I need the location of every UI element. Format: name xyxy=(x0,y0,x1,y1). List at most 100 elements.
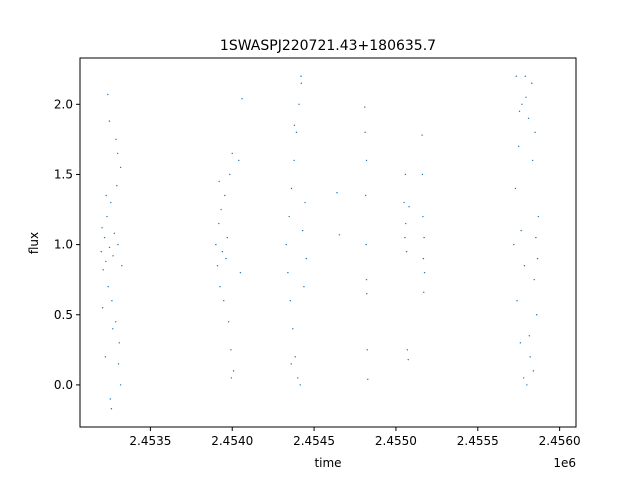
plot-frame xyxy=(79,57,577,428)
data-point xyxy=(366,349,368,351)
data-point xyxy=(405,222,407,225)
data-point xyxy=(520,229,522,232)
data-point xyxy=(110,408,113,410)
data-point xyxy=(305,257,307,260)
data-point xyxy=(216,264,219,267)
data-point xyxy=(338,234,341,236)
y-tick-label: 0.5 xyxy=(54,308,73,322)
data-point xyxy=(230,349,232,351)
data-point xyxy=(537,215,540,218)
data-point xyxy=(215,243,217,246)
data-point xyxy=(533,278,535,281)
data-point xyxy=(532,370,535,372)
data-point xyxy=(108,120,111,122)
data-point xyxy=(536,314,538,316)
data-point xyxy=(290,187,293,190)
x-tick-label: 2.4555 xyxy=(457,434,499,448)
data-point xyxy=(117,363,120,365)
data-point xyxy=(101,307,104,309)
data-point xyxy=(220,208,222,211)
y-axis-label: flux xyxy=(27,232,41,254)
data-point xyxy=(101,227,103,229)
data-point xyxy=(526,384,528,386)
x-axis-offset-label: 1e6 xyxy=(553,456,576,470)
data-point xyxy=(106,215,108,218)
data-point xyxy=(294,356,296,358)
data-point xyxy=(231,152,233,155)
data-point xyxy=(423,291,425,294)
data-point xyxy=(114,321,117,323)
data-point xyxy=(223,300,225,302)
data-point xyxy=(107,93,109,96)
data-point xyxy=(105,260,107,263)
data-point xyxy=(221,250,224,253)
data-point xyxy=(110,201,112,204)
data-point xyxy=(289,300,292,302)
data-point xyxy=(225,257,227,260)
data-point xyxy=(102,269,104,271)
data-point xyxy=(219,285,221,288)
data-point xyxy=(407,358,409,361)
data-point xyxy=(515,75,517,77)
data-point xyxy=(519,342,522,344)
data-point xyxy=(292,328,294,330)
x-tick-label: 2.4550 xyxy=(375,434,417,448)
data-point xyxy=(521,103,523,106)
data-point xyxy=(405,250,408,253)
data-point xyxy=(238,159,240,162)
data-point xyxy=(298,103,300,106)
data-point xyxy=(365,243,367,246)
data-point xyxy=(523,264,526,267)
data-point xyxy=(117,243,119,246)
data-point xyxy=(421,173,424,176)
data-point xyxy=(529,356,531,358)
data-point xyxy=(364,131,366,134)
data-point xyxy=(224,194,226,197)
data-point xyxy=(336,191,338,194)
data-point xyxy=(111,300,113,302)
data-point xyxy=(364,106,366,108)
data-point xyxy=(301,229,304,232)
x-axis: 2.4535 2.4540 2.4545 2.4550 2.4555 2.4560 xyxy=(129,427,581,448)
data-point xyxy=(365,278,368,281)
data-point xyxy=(516,300,518,302)
data-point xyxy=(287,271,289,274)
data-point xyxy=(290,363,292,365)
data-point xyxy=(241,97,243,100)
data-point xyxy=(527,117,530,120)
data-point xyxy=(285,243,287,246)
data-point xyxy=(300,75,302,77)
data-point xyxy=(364,194,367,197)
data-point xyxy=(535,236,537,239)
data-point xyxy=(112,328,114,330)
data-point xyxy=(300,82,303,84)
data-point xyxy=(104,356,107,358)
data-point xyxy=(118,342,120,344)
data-point xyxy=(303,285,305,288)
data-point xyxy=(522,377,525,379)
x-tick-label: 2.4560 xyxy=(539,434,581,448)
data-point xyxy=(103,236,106,239)
data-point xyxy=(112,255,114,257)
data-point xyxy=(423,271,426,274)
data-point xyxy=(109,398,111,400)
data-point xyxy=(218,180,220,183)
y-tick-label: 2.0 xyxy=(54,97,73,111)
data-point xyxy=(534,131,536,134)
data-point xyxy=(406,349,409,351)
data-point xyxy=(293,159,295,162)
data-point xyxy=(518,145,520,148)
data-point xyxy=(514,187,517,190)
x-axis-label: time xyxy=(314,456,341,470)
data-point xyxy=(297,377,299,379)
data-point xyxy=(421,134,423,136)
data-point xyxy=(108,246,111,249)
data-point xyxy=(107,285,109,288)
x-tick-label: 2.4540 xyxy=(211,434,253,448)
data-point xyxy=(403,201,405,204)
data-point xyxy=(299,384,301,386)
data-point xyxy=(531,82,533,84)
data-point xyxy=(528,335,531,337)
data-point xyxy=(113,232,116,235)
